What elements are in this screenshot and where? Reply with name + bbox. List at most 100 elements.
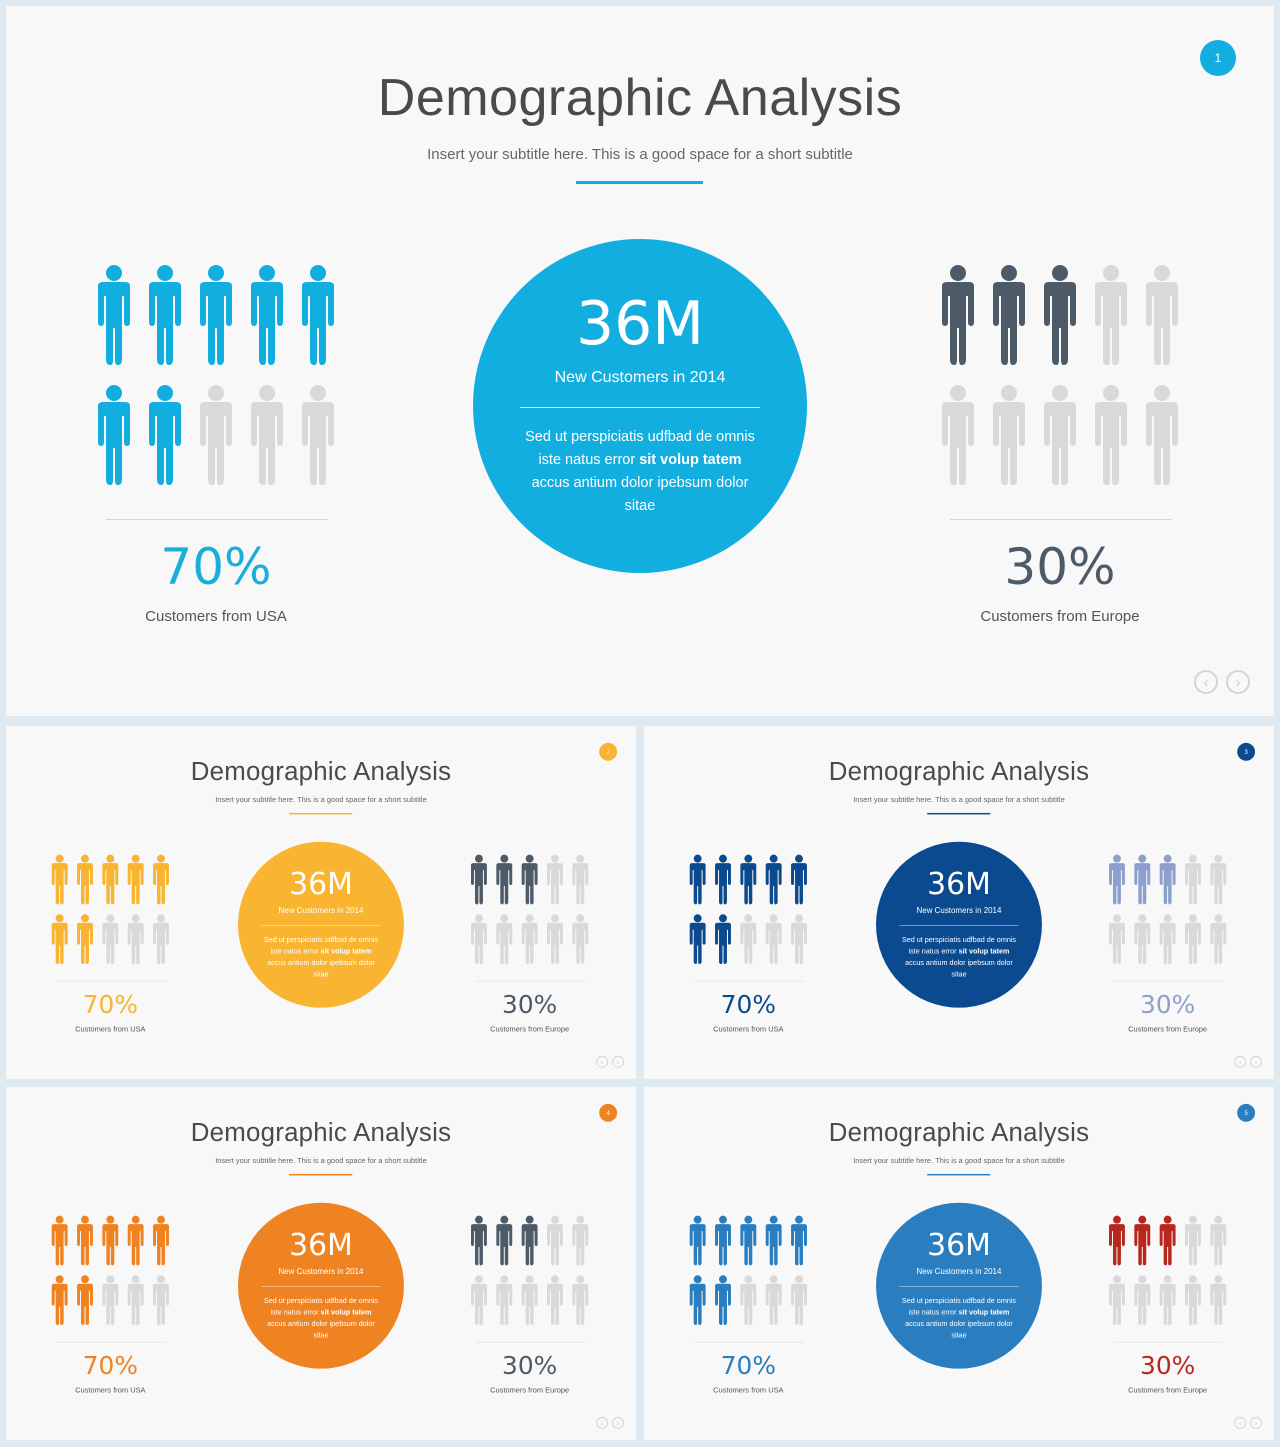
circle-body-bold: sit volup tatem: [320, 1308, 372, 1317]
circle-caption: New Customers in 2014: [916, 906, 1002, 915]
person-icon: [49, 914, 71, 965]
circle-body-text-2: accus antium dolor ipebsum dolor sitae: [267, 958, 375, 979]
person-icon: [194, 264, 238, 366]
people-grid-europe: [468, 1215, 593, 1327]
people-grid-europe: [936, 264, 1188, 490]
highlight-circle: 36M New Customers in 2014 Sed ut perspic…: [238, 1202, 404, 1369]
person-icon: [468, 1275, 490, 1326]
slide-title: Demographic Analysis: [377, 69, 903, 127]
circle-body-text-1: Sed ut perspiciatis udfbad de omnis iste…: [901, 936, 1017, 956]
chevron-left-icon[interactable]: ‹: [596, 1055, 609, 1068]
title-underline: [927, 1173, 991, 1176]
title-underline: [289, 1173, 353, 1176]
person-icon: [74, 914, 96, 965]
person-icon: [763, 1275, 785, 1326]
person-icon: [712, 1215, 734, 1266]
person-icon: [125, 1215, 147, 1266]
person-icon: [687, 914, 709, 965]
circle-body: Sed ut perspiciatis udfbad de omnis iste…: [260, 1296, 381, 1342]
person-icon: [150, 1275, 172, 1326]
chevron-left-icon[interactable]: ‹: [1194, 670, 1218, 694]
chevron-right-icon[interactable]: ›: [1226, 670, 1250, 694]
chevron-left-icon[interactable]: ‹: [1234, 1055, 1247, 1068]
person-icon: [99, 1275, 121, 1326]
stat-label-europe: Customers from Europe: [1128, 1386, 1208, 1395]
stat-label-usa: Customers from USA: [75, 1386, 146, 1395]
person-icon: [468, 914, 490, 965]
slide-title: Demographic Analysis: [828, 1118, 1090, 1148]
person-icon: [74, 1215, 96, 1266]
person-icon: [519, 1275, 541, 1326]
person-icon: [143, 264, 187, 366]
stat-value-europe: 30%: [502, 990, 558, 1020]
stat-value-europe: 30%: [502, 1351, 558, 1381]
person-icon: [544, 914, 566, 965]
page-number-badge: 5: [1237, 1103, 1256, 1122]
person-icon: [737, 914, 759, 965]
circle-caption: New Customers in 2014: [278, 906, 364, 915]
person-icon: [687, 854, 709, 905]
circle-value: 36M: [289, 1227, 353, 1263]
highlight-circle: 36M New Customers in 2014 Sed ut perspic…: [876, 1202, 1042, 1369]
slide-5: Demographic Analysis Insert your subtitl…: [644, 1087, 1274, 1440]
person-icon: [1182, 1275, 1204, 1326]
person-icon: [1207, 914, 1229, 965]
person-icon: [788, 1275, 810, 1326]
person-icon: [1106, 1275, 1128, 1326]
stat-label-usa: Customers from USA: [75, 1025, 146, 1034]
person-icon: [544, 1215, 566, 1266]
person-icon: [1131, 1215, 1153, 1266]
person-icon: [1131, 914, 1153, 965]
highlight-circle: 36M New Customers in 2014 Sed ut perspic…: [473, 239, 807, 573]
person-icon: [1038, 264, 1082, 366]
person-icon: [1140, 264, 1184, 366]
title-underline: [927, 812, 991, 815]
person-icon: [99, 854, 121, 905]
person-icon: [1089, 384, 1133, 486]
person-icon: [936, 264, 980, 366]
person-icon: [788, 854, 810, 905]
person-icon: [712, 854, 734, 905]
person-icon: [1131, 854, 1153, 905]
chevron-left-icon[interactable]: ‹: [596, 1416, 609, 1429]
chevron-right-icon[interactable]: ›: [612, 1416, 625, 1429]
circle-body-text-1: Sed ut perspiciatis udfbad de omnis iste…: [525, 429, 755, 468]
stat-label-europe: Customers from Europe: [980, 608, 1140, 625]
slide-title: Demographic Analysis: [190, 1118, 452, 1148]
person-icon: [150, 854, 172, 905]
people-grid-usa: [687, 1215, 812, 1327]
circle-body-text-1: Sed ut perspiciatis udfbad de omnis iste…: [901, 1297, 1017, 1317]
person-icon: [763, 914, 785, 965]
people-grid-usa: [49, 854, 174, 966]
chevron-right-icon[interactable]: ›: [1250, 1416, 1263, 1429]
person-icon: [296, 264, 340, 366]
slide-subtitle: Insert your subtitle here. This is a goo…: [215, 1156, 427, 1165]
person-icon: [125, 914, 147, 965]
person-icon: [519, 1215, 541, 1266]
stat-value-europe: 30%: [1004, 538, 1116, 596]
title-underline: [576, 181, 703, 184]
slide-subtitle: Insert your subtitle here. This is a goo…: [853, 795, 1065, 804]
person-icon: [468, 1215, 490, 1266]
person-icon: [194, 384, 238, 486]
person-icon: [49, 1275, 71, 1326]
person-icon: [245, 384, 289, 486]
person-icon: [569, 1275, 591, 1326]
person-icon: [49, 1215, 71, 1266]
stat-label-europe: Customers from Europe: [490, 1386, 570, 1395]
person-icon: [92, 384, 136, 486]
chevron-left-icon[interactable]: ‹: [1234, 1416, 1247, 1429]
person-icon: [245, 264, 289, 366]
highlight-circle: 36M New Customers in 2014 Sed ut perspic…: [876, 841, 1042, 1008]
page-number-badge: 2: [599, 742, 618, 761]
person-icon: [1182, 1215, 1204, 1266]
chevron-right-icon[interactable]: ›: [1250, 1055, 1263, 1068]
person-icon: [569, 1215, 591, 1266]
circle-body-text-2: accus antium dolor ipebsum dolor sitae: [905, 1319, 1013, 1340]
circle-body-bold: sit volup tatem: [958, 947, 1010, 956]
slide-2: Demographic Analysis Insert your subtitl…: [6, 726, 636, 1079]
stat-value-usa: 70%: [720, 1351, 776, 1381]
circle-body-text-2: accus antium dolor ipebsum dolor sitae: [905, 958, 1013, 979]
slide-title: Demographic Analysis: [190, 757, 452, 787]
chevron-right-icon[interactable]: ›: [612, 1055, 625, 1068]
